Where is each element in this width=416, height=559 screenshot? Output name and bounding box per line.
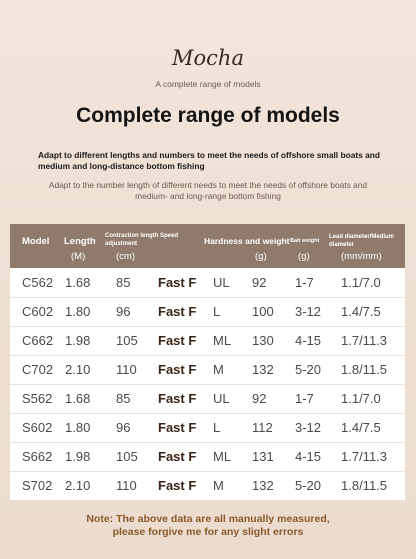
table-row: C602 1.80 96 Fast F L 100 3-12 1.4/7.5 — [10, 297, 405, 326]
header-model: Model — [22, 236, 50, 247]
header-lead: Lead diameter/Medium diameter — [329, 234, 395, 248]
cell-model: S702 — [22, 478, 53, 493]
cell-lead: 1.8/11.5 — [341, 478, 388, 493]
cell-speed: Fast F — [158, 275, 197, 290]
header-contraction-unit: (cm) — [116, 251, 135, 262]
cell-speed: Fast F — [158, 420, 197, 435]
cell-bait: 1-7 — [295, 391, 314, 406]
cell-contraction: 105 — [116, 449, 138, 464]
cell-bait: 5-20 — [295, 478, 322, 493]
table-row: S602 1.80 96 Fast F L 112 3-12 1.4/7.5 — [10, 413, 405, 442]
cell-bait: 3-12 — [295, 304, 322, 319]
cell-length: 1.68 — [65, 275, 91, 290]
cell-hardness: M — [213, 362, 224, 377]
cell-length: 1.68 — [65, 391, 91, 406]
header-length-unit: (M) — [71, 251, 86, 262]
header-lead-unit: (mm/mm) — [341, 251, 382, 262]
header-weight-unit: (g) — [255, 251, 267, 262]
cell-hardness: UL — [213, 391, 230, 406]
disclaimer-note: Note: The above data are all manually me… — [0, 513, 416, 539]
cell-hardness: ML — [213, 333, 232, 348]
cell-length: 2.10 — [65, 478, 91, 493]
cell-lead: 1.4/7.5 — [341, 420, 381, 435]
cell-model: S662 — [22, 449, 53, 464]
cell-hardness: L — [213, 304, 221, 319]
cell-bait: 1-7 — [295, 275, 314, 290]
note-line-1: Note: The above data are all manually me… — [86, 513, 330, 525]
description-light: Adapt to the number length of different … — [48, 180, 368, 201]
cell-weight: 132 — [252, 362, 274, 377]
cell-model: S602 — [22, 420, 53, 435]
table-body: C562 1.68 85 Fast F UL 92 1-7 1.1/7.0 C602 1.80 96… — [10, 268, 405, 500]
table-header: Model Length (M) Contraction length Spee… — [10, 224, 405, 268]
cell-contraction: 96 — [116, 420, 131, 435]
cell-contraction: 96 — [116, 304, 131, 319]
header-contraction: Contraction length Speed adjustment — [105, 233, 179, 247]
header-bait-unit: (g) — [298, 251, 310, 262]
cell-hardness: M — [213, 478, 224, 493]
header-bait: Bait weight — [290, 238, 320, 244]
cell-speed: Fast F — [158, 333, 197, 348]
cell-model: C702 — [22, 362, 54, 377]
specs-table: Model Length (M) Contraction length Spee… — [10, 224, 405, 500]
cell-lead: 1.4/7.5 — [341, 304, 381, 319]
cell-model: S562 — [22, 391, 53, 406]
cell-hardness: UL — [213, 275, 230, 290]
cell-contraction: 85 — [116, 275, 131, 290]
brand-logo: Mocha — [172, 46, 244, 70]
cell-length: 1.98 — [65, 449, 91, 464]
cell-lead: 1.1/7.0 — [341, 391, 381, 406]
cell-weight: 112 — [252, 420, 273, 435]
cell-contraction: 110 — [116, 478, 137, 493]
cell-speed: Fast F — [158, 449, 197, 464]
cell-weight: 92 — [252, 391, 267, 406]
cell-contraction: 105 — [116, 333, 138, 348]
header-length: Length — [64, 236, 96, 247]
cell-lead: 1.7/11.3 — [341, 333, 388, 348]
cell-weight: 130 — [252, 333, 274, 348]
table-row: S562 1.68 85 Fast F UL 92 1-7 1.1/7.0 — [10, 384, 405, 413]
cell-speed: Fast F — [158, 391, 197, 406]
cell-length: 1.80 — [65, 304, 91, 319]
cell-lead: 1.1/7.0 — [341, 275, 381, 290]
cell-contraction: 110 — [116, 362, 137, 377]
table-row: C562 1.68 85 Fast F UL 92 1-7 1.1/7.0 — [10, 268, 405, 297]
cell-bait: 4-15 — [295, 449, 322, 464]
page-title: Complete range of models — [76, 104, 340, 127]
cell-weight: 92 — [252, 275, 267, 290]
table-row: S662 1.98 105 Fast F ML 131 4-15 1.7/11.3 — [10, 442, 405, 471]
cell-length: 2.10 — [65, 362, 91, 377]
table-row: C662 1.98 105 Fast F ML 130 4-15 1.7/11.3 — [10, 326, 405, 355]
cell-model: C662 — [22, 333, 54, 348]
cell-weight: 132 — [252, 478, 274, 493]
cell-hardness: L — [213, 420, 221, 435]
cell-model: C562 — [22, 275, 54, 290]
note-line-2: please forgive me for any slight errors — [112, 526, 304, 538]
cell-speed: Fast F — [158, 362, 197, 377]
cell-contraction: 85 — [116, 391, 131, 406]
cell-length: 1.80 — [65, 420, 91, 435]
brand-subtitle: A complete range of models — [155, 79, 261, 89]
cell-model: C602 — [22, 304, 54, 319]
description-bold: Adapt to different lengths and numbers t… — [38, 150, 381, 171]
cell-speed: Fast F — [158, 304, 197, 319]
table-row: C702 2.10 110 Fast F M 132 5-20 1.8/11.5 — [10, 355, 405, 384]
cell-lead: 1.7/11.3 — [341, 449, 388, 464]
header-hardness: Hardness and weight — [204, 236, 290, 246]
cell-bait: 3-12 — [295, 420, 322, 435]
cell-weight: 100 — [252, 304, 274, 319]
cell-lead: 1.8/11.5 — [341, 362, 388, 377]
cell-speed: Fast F — [158, 478, 197, 493]
cell-length: 1.98 — [65, 333, 91, 348]
table-row: S702 2.10 110 Fast F M 132 5-20 1.8/11.5 — [10, 471, 405, 500]
cell-bait: 5-20 — [295, 362, 322, 377]
cell-bait: 4-15 — [295, 333, 322, 348]
cell-hardness: ML — [213, 449, 232, 464]
cell-weight: 131 — [252, 449, 274, 464]
